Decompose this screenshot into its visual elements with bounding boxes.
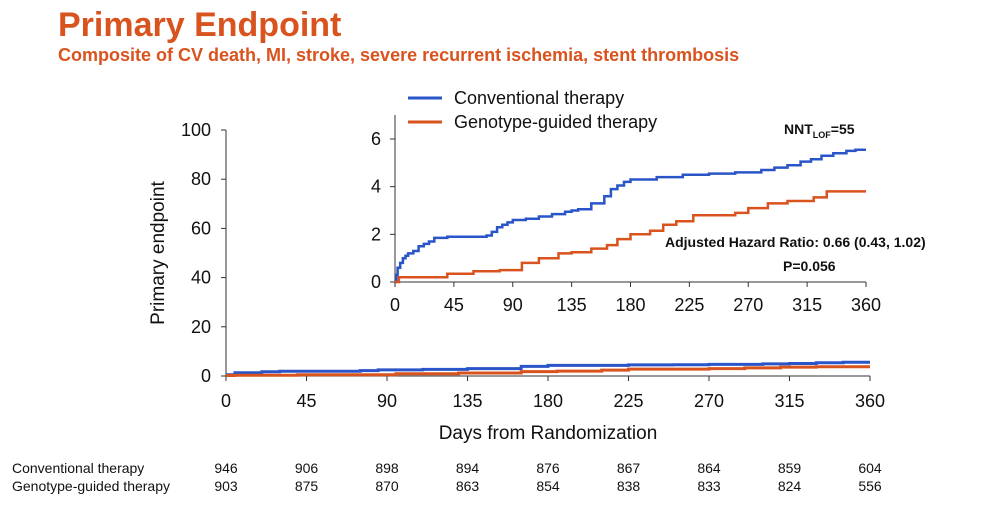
inset-y-tick-label: 2	[371, 224, 381, 244]
inset-y-tick-label: 0	[371, 272, 381, 292]
risk-value: 604	[858, 460, 882, 476]
risk-row-label-genotype: Genotype-guided therapy	[12, 478, 170, 494]
inset-y-tick-label: 4	[371, 177, 381, 197]
risk-value: 903	[214, 478, 238, 494]
risk-value: 838	[617, 478, 641, 494]
inset-x-tick-label: 180	[615, 295, 645, 315]
risk-value: 876	[536, 460, 560, 476]
main-y-tick-label: 100	[181, 120, 211, 140]
main-x-tick-label: 360	[855, 391, 885, 411]
risk-value: 898	[375, 460, 399, 476]
inset-series-line-conventional	[395, 148, 866, 284]
risk-value: 946	[214, 460, 238, 476]
main-y-tick-label: 60	[191, 218, 211, 238]
main-x-tick-label: 315	[774, 391, 804, 411]
risk-value: 870	[375, 478, 399, 494]
main-series-line-conventional	[226, 360, 870, 377]
risk-value: 875	[295, 478, 319, 494]
main-x-tick-label: 225	[613, 391, 643, 411]
risk-value: 824	[778, 478, 802, 494]
main-x-tick-label: 270	[694, 391, 724, 411]
inset-x-tick-label: 360	[851, 295, 881, 315]
inset-x-tick-label: 135	[557, 295, 587, 315]
risk-value: 906	[295, 460, 319, 476]
inset-x-tick-label: 270	[733, 295, 763, 315]
inset-x-tick-label: 90	[503, 295, 523, 315]
risk-value: 854	[536, 478, 560, 494]
main-x-tick-label: 45	[296, 391, 316, 411]
legend-label-conventional: Conventional therapy	[454, 88, 624, 108]
main-x-tick-label: 135	[452, 391, 482, 411]
inset-x-tick-label: 315	[792, 295, 822, 315]
page-subtitle: Composite of CV death, MI, stroke, sever…	[58, 45, 740, 65]
risk-value: 863	[456, 478, 480, 494]
risk-value: 556	[858, 478, 882, 494]
inset-y-tick-label: 6	[371, 129, 381, 149]
main-y-tick-label: 40	[191, 268, 211, 288]
risk-value: 859	[778, 460, 802, 476]
page-title: Primary Endpoint	[58, 6, 342, 44]
y-axis-label: Primary endpoint	[148, 180, 169, 324]
inset-series-line-genotype	[395, 190, 866, 284]
main-x-tick-label: 180	[533, 391, 563, 411]
p-value-annotation: P=0.056	[783, 258, 836, 274]
risk-value: 833	[697, 478, 721, 494]
risk-value: 864	[697, 460, 721, 476]
main-y-tick-label: 80	[191, 169, 211, 189]
main-series-line-genotype	[226, 365, 870, 377]
x-axis-label: Days from Randomization	[439, 423, 658, 444]
inset-x-tick-label: 45	[444, 295, 464, 315]
risk-row-label-conventional: Conventional therapy	[12, 460, 144, 476]
inset-x-tick-label: 225	[674, 295, 704, 315]
main-x-tick-label: 90	[377, 391, 397, 411]
hazard-ratio-annotation: Adjusted Hazard Ratio: 0.66 (0.43, 1.02)	[665, 234, 926, 250]
inset-x-tick-label: 0	[390, 295, 400, 315]
risk-value: 867	[617, 460, 641, 476]
main-y-tick-label: 0	[201, 366, 211, 386]
nnt-annotation: NNTLOF=55	[784, 121, 855, 140]
legend-label-genotype: Genotype-guided therapy	[454, 112, 657, 132]
risk-value: 894	[456, 460, 480, 476]
main-x-tick-label: 0	[221, 391, 231, 411]
main-y-tick-label: 20	[191, 317, 211, 337]
